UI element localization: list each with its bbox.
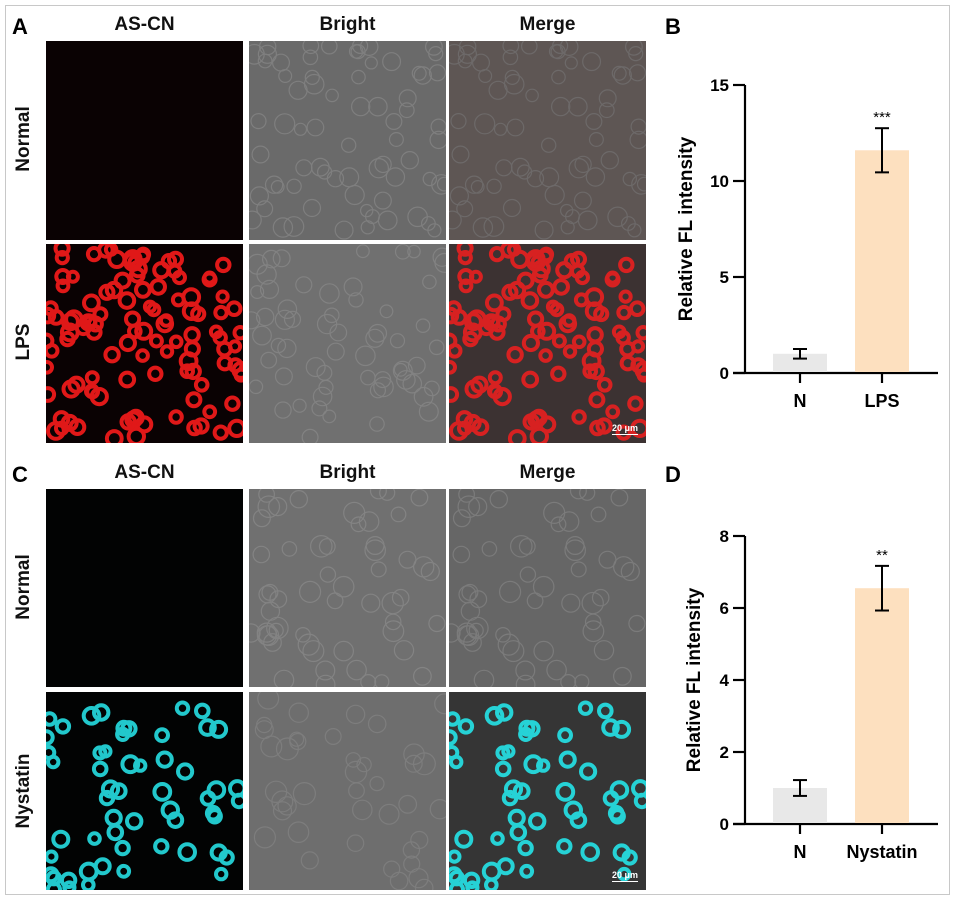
image-bright-nystatin xyxy=(249,692,446,890)
image-bright-normal xyxy=(249,489,446,687)
scale-bar: 20 μm xyxy=(611,870,638,882)
cells-texture xyxy=(253,692,446,890)
column-header-as-cn: AS-CN xyxy=(114,462,175,483)
bar-chart-d: 0 2 4 6 8 Relative FL intensity N Nystatin ** xyxy=(684,527,938,862)
fluorescent-cells xyxy=(449,700,646,890)
panel-label-c: C xyxy=(12,462,28,487)
bar-chart-b: 0 5 10 15 Relative FL intensity N LPS *** xyxy=(676,76,938,411)
image-merge-nystatin: 20 μm xyxy=(449,692,646,890)
cells-texture xyxy=(249,489,446,687)
svg-text:2: 2 xyxy=(720,743,729,762)
column-header-bright: Bright xyxy=(319,462,376,483)
fluorescent-cells xyxy=(449,244,646,443)
panel-label-b: B xyxy=(665,14,681,39)
panel-label-d: D xyxy=(665,462,681,487)
fluorescent-cells xyxy=(46,700,243,890)
column-header-bright: Bright xyxy=(319,14,376,35)
svg-text:5: 5 xyxy=(720,268,729,287)
svg-text:6: 6 xyxy=(720,599,729,618)
image-merge-normal xyxy=(449,489,646,687)
image-bright-lps xyxy=(249,244,446,443)
svg-text:N: N xyxy=(794,391,807,411)
svg-text:0: 0 xyxy=(720,364,729,383)
panel-label-a: A xyxy=(12,14,28,39)
svg-text:8: 8 xyxy=(720,527,729,546)
row-label-lps: LPS xyxy=(13,323,34,361)
scale-bar: 20 μm xyxy=(611,423,638,435)
image-merge-normal xyxy=(449,41,646,240)
cells-texture xyxy=(449,41,646,240)
figure-frame xyxy=(5,5,950,895)
svg-text:4: 4 xyxy=(720,671,730,690)
row-label-normal: Normal xyxy=(13,554,34,620)
column-header-as-cn: AS-CN xyxy=(114,14,175,35)
image-as-cn-normal xyxy=(46,41,243,240)
image-merge-lps: 20 μm xyxy=(449,244,646,443)
svg-text:0: 0 xyxy=(720,815,729,834)
svg-text:Relative FL intensity: Relative FL intensity xyxy=(676,136,697,321)
svg-text:Nystatin: Nystatin xyxy=(846,842,917,862)
svg-text:15: 15 xyxy=(710,76,729,95)
cells-texture xyxy=(249,41,446,240)
column-header-merge: Merge xyxy=(519,462,576,483)
svg-text:***: *** xyxy=(873,109,891,126)
row-label-nystatin: Nystatin xyxy=(13,753,34,829)
svg-text:Relative FL intensity: Relative FL intensity xyxy=(684,587,705,772)
image-as-cn-lps xyxy=(46,244,243,443)
image-as-cn-nystatin xyxy=(46,692,243,890)
cells-texture xyxy=(249,244,446,443)
svg-text:LPS: LPS xyxy=(864,391,899,411)
svg-text:10: 10 xyxy=(710,172,729,191)
svg-text:**: ** xyxy=(876,547,888,564)
row-label-normal: Normal xyxy=(13,106,34,172)
svg-text:N: N xyxy=(794,842,807,862)
image-as-cn-normal xyxy=(46,489,243,687)
cells-texture xyxy=(449,489,646,687)
image-bright-normal xyxy=(249,41,446,240)
column-header-merge: Merge xyxy=(519,14,576,35)
fluorescent-cells xyxy=(46,244,243,443)
